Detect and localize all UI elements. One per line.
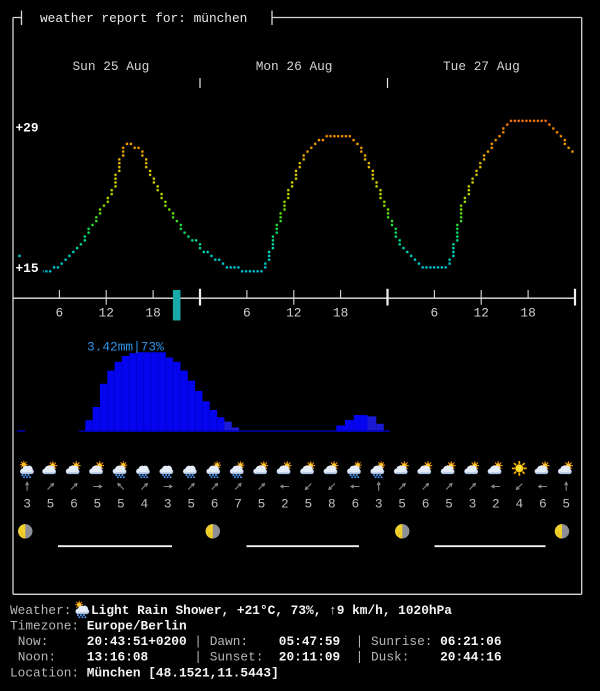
svg-text:8: 8 (328, 497, 336, 512)
svg-text:5: 5 (305, 497, 313, 512)
svg-text:Tue 27 Aug: Tue 27 Aug (443, 59, 520, 74)
svg-text:20:44:16: 20:44:16 (440, 650, 501, 665)
svg-text:18: 18 (333, 306, 348, 321)
svg-text:3.42mm|73%: 3.42mm|73% (87, 340, 164, 355)
svg-text:18: 18 (145, 306, 160, 321)
svg-text:6: 6 (243, 306, 251, 321)
svg-text:6: 6 (70, 497, 78, 512)
svg-text:05:47:59: 05:47:59 (279, 634, 340, 649)
svg-text:Location:: Location: (10, 666, 79, 681)
svg-text:20:11:09: 20:11:09 (279, 650, 340, 665)
svg-text:Light Rain Shower, +21°C, 73%,: Light Rain Shower, +21°C, 73%, ↑9 km/h, … (91, 603, 452, 618)
svg-text:5: 5 (258, 497, 266, 512)
svg-text:Europe/Berlin: Europe/Berlin (87, 619, 187, 634)
svg-text:Weather:: Weather: (10, 603, 71, 618)
svg-text:|: | (194, 634, 202, 649)
svg-text:Mon 26 Aug: Mon 26 Aug (256, 59, 333, 74)
svg-text:20:43:51+0200: 20:43:51+0200 (87, 634, 187, 649)
svg-text:4: 4 (515, 497, 523, 512)
svg-text:3: 3 (164, 497, 172, 512)
svg-text:2: 2 (492, 497, 500, 512)
svg-text:Dusk:: Dusk: (371, 650, 409, 665)
svg-text:12: 12 (99, 306, 114, 321)
svg-text:5: 5 (47, 497, 55, 512)
svg-text:+29: +29 (16, 121, 39, 136)
svg-text:weather report for: münchen: weather report for: münchen (40, 11, 247, 26)
svg-text:5: 5 (117, 497, 125, 512)
svg-text:Sunrise:: Sunrise: (371, 634, 432, 649)
svg-text:6: 6 (211, 497, 219, 512)
svg-text:12: 12 (286, 306, 301, 321)
svg-text:3: 3 (469, 497, 477, 512)
svg-text:+15: +15 (16, 261, 39, 276)
svg-text:4: 4 (140, 497, 148, 512)
svg-text:5: 5 (445, 497, 453, 512)
svg-text:Sun 25 Aug: Sun 25 Aug (73, 59, 150, 74)
svg-text:2: 2 (281, 497, 289, 512)
svg-text:3: 3 (23, 497, 31, 512)
svg-text:13:16:08: 13:16:08 (87, 650, 148, 665)
svg-text:7: 7 (234, 497, 242, 512)
svg-text:Timezone:: Timezone: (10, 619, 79, 634)
svg-text:|: | (356, 650, 364, 665)
svg-text:Noon:: Noon: (18, 650, 56, 665)
svg-text:6: 6 (56, 306, 64, 321)
svg-text:|: | (194, 650, 202, 665)
svg-text:3: 3 (375, 497, 383, 512)
svg-text:06:21:06: 06:21:06 (440, 634, 501, 649)
svg-text:München [48.1521,11.5443]: München [48.1521,11.5443] (87, 666, 279, 681)
svg-text:Dawn:: Dawn: (210, 634, 248, 649)
svg-text:6: 6 (431, 306, 439, 321)
svg-text:12: 12 (474, 306, 489, 321)
svg-text:Sunset:: Sunset: (210, 650, 264, 665)
svg-text:5: 5 (187, 497, 195, 512)
svg-text:Now:: Now: (18, 634, 49, 649)
svg-text:6: 6 (422, 497, 430, 512)
svg-text:18: 18 (520, 306, 535, 321)
svg-text:|: | (356, 634, 364, 649)
svg-text:5: 5 (562, 497, 570, 512)
svg-text:5: 5 (398, 497, 406, 512)
svg-text:6: 6 (351, 497, 359, 512)
svg-text:5: 5 (94, 497, 102, 512)
svg-text:6: 6 (539, 497, 547, 512)
